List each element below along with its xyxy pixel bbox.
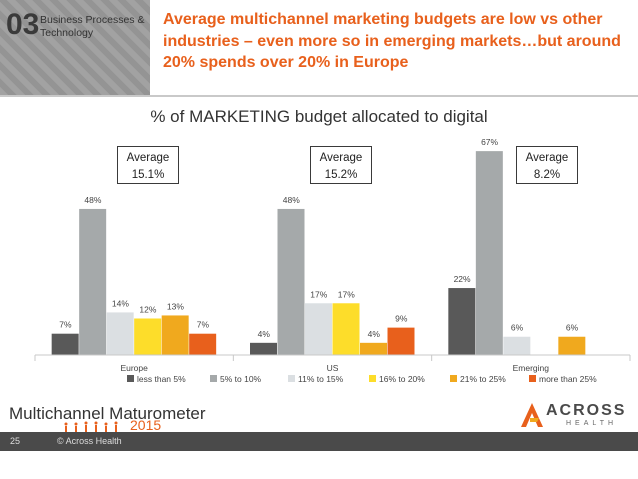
bar-2-0: [448, 288, 476, 355]
bar-1-4: [360, 342, 387, 355]
legend-swatch: [369, 375, 376, 382]
average-box-europe: Average 15.1%: [117, 146, 179, 184]
data-label: 4%: [368, 329, 381, 339]
data-label: 6%: [511, 323, 524, 333]
bar-2-4: [558, 336, 586, 355]
across-company-sub: HEALTH: [566, 420, 618, 427]
average-label: Average: [525, 152, 569, 164]
data-label: 22%: [454, 274, 471, 284]
bar-1-3: [332, 303, 360, 355]
bar-0-5: [189, 333, 217, 355]
across-company-name: ACROSS: [546, 402, 627, 419]
data-label: 12%: [139, 304, 156, 314]
people-icon: [64, 421, 118, 432]
legend-label: 11% to 15%: [298, 374, 344, 384]
section-number: 03: [6, 8, 40, 41]
maturometer-brand: Multichannel Maturometer: [9, 404, 206, 423]
data-label: 48%: [84, 195, 101, 205]
average-value: 8.2%: [533, 169, 561, 181]
bar-1-2: [305, 303, 332, 355]
bar-1-1: [277, 208, 305, 355]
data-label: 67%: [481, 137, 498, 147]
legend-swatch: [529, 375, 536, 382]
bar-1-5: [387, 327, 415, 355]
page-number: 25: [10, 436, 21, 446]
legend-label: 5% to 10%: [220, 374, 262, 384]
legend-swatch: [288, 375, 295, 382]
legend-swatch: [450, 375, 457, 382]
legend-label: 16% to 20%: [379, 374, 425, 384]
footer-bar: [0, 432, 638, 451]
bar-0-4: [161, 315, 189, 355]
data-label: 14%: [112, 298, 129, 308]
section-label: Business Processes & Technology: [40, 14, 145, 39]
bar-0-1: [79, 208, 107, 355]
data-label: 17%: [310, 289, 327, 299]
bar-2-2: [503, 336, 531, 355]
data-label: 4%: [258, 329, 271, 339]
category-label: Emerging: [513, 363, 550, 373]
average-value: 15.1%: [131, 169, 165, 181]
category-label: US: [327, 363, 339, 373]
data-label: 7%: [197, 320, 210, 330]
legend-swatch: [210, 375, 217, 382]
category-label: Europe: [120, 363, 148, 373]
legend-label: more than 25%: [539, 374, 597, 384]
across-logo-icon: [521, 403, 543, 427]
average-label: Average: [319, 152, 363, 164]
section-header-box: 03 Business Processes & Technology: [0, 0, 150, 95]
data-label: 7%: [59, 320, 72, 330]
bar-0-2: [106, 312, 134, 355]
data-label: 6%: [566, 323, 579, 333]
data-label: 9%: [395, 314, 408, 324]
header-divider: [0, 95, 638, 97]
copyright-text: © Across Health: [57, 436, 122, 446]
bar-0-3: [134, 318, 162, 355]
bar-2-1: [475, 151, 503, 355]
data-label: 13%: [167, 301, 184, 311]
average-box-emerging: Average 8.2%: [516, 146, 578, 184]
maturometer-year: 2015: [130, 417, 162, 433]
average-box-us: Average 15.2%: [310, 146, 372, 184]
header-pattern: [0, 0, 150, 95]
page-headline: Average multichannel marketing budgets a…: [163, 11, 621, 71]
bar-chart: 7% 48% 14% 12% 13% 7% Europe 4% 48% 17% 17% 4% 9% US 2…: [34, 137, 631, 384]
legend-label: less than 5%: [137, 374, 186, 384]
bar-0-0: [51, 333, 79, 355]
data-label: 17%: [338, 289, 355, 299]
legend-label: 21% to 25%: [460, 374, 506, 384]
average-value: 15.2%: [324, 169, 358, 181]
bar-1-0: [250, 342, 277, 355]
chart-title: % of MARKETING budget allocated to digit…: [150, 107, 488, 126]
legend-swatch: [127, 375, 134, 382]
data-label: 48%: [283, 195, 300, 205]
average-label: Average: [126, 152, 170, 164]
